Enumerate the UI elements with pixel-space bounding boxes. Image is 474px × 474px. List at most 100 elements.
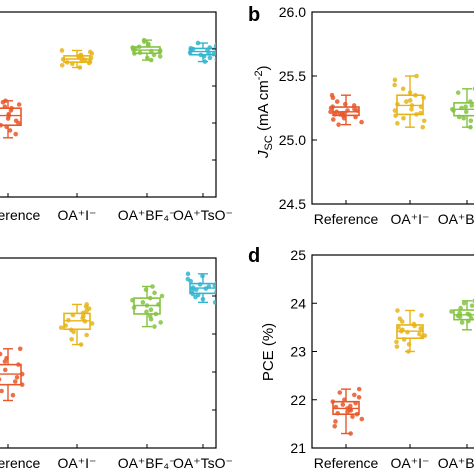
panel-a-series-2-point	[64, 60, 70, 65]
panel-a-series-1-point	[4, 124, 9, 129]
panel-c-series-3-point	[156, 302, 161, 307]
panel-c-x-tick-label: OA⁺TsO⁻	[173, 455, 233, 471]
panel-a-x-tick-label: OA⁺I⁻	[58, 207, 97, 223]
panel-b-series-2-point	[407, 98, 413, 103]
panel-a-series-1-point	[3, 98, 8, 104]
panel-c-series-3-point	[144, 303, 150, 308]
panel-a-series-3-point	[136, 44, 142, 50]
panel-d-series-2-point	[400, 327, 405, 333]
panel-c-series-2-point	[84, 332, 89, 338]
panel-c-series-3-point	[150, 284, 155, 289]
panel-b-y-tick-label: 26.0	[279, 4, 306, 20]
panel-d-series-1-point	[354, 411, 360, 417]
panel-a-x-tick-label: OA⁺TsO⁻	[173, 207, 233, 223]
panel-c-series-3-point	[152, 290, 157, 296]
panel-b-y-tick-label: 25.0	[279, 132, 306, 148]
panel-a-series-4-point	[214, 49, 216, 54]
panel-d-series-2-point	[405, 329, 410, 335]
panel-d-series-2-point	[406, 349, 411, 354]
panel-a-series-3-point	[141, 37, 147, 43]
panel-c-frame	[0, 257, 217, 449]
panel-b-series-1-point	[334, 109, 339, 115]
panel-b-series-1-point	[328, 109, 333, 115]
panel-b-series-2-point	[421, 95, 426, 101]
panel-c-series-4-point	[194, 287, 199, 292]
panel-b-series-1-point	[336, 122, 341, 127]
panel-a-series-1-point	[0, 122, 4, 128]
panel-a-series-4-point	[214, 57, 216, 62]
panel-a-series-4-point	[207, 55, 213, 61]
panel-d-series-2-point	[422, 333, 428, 338]
panel-b-x-tick-label: Reference	[314, 211, 379, 227]
panel-d-x-tick-label: Reference	[314, 455, 379, 471]
panel-b-series-2-point	[409, 106, 414, 112]
panel-a-series-1-point	[2, 104, 8, 110]
panel-b-series-2-point	[418, 104, 424, 110]
panel-b-series-3-point	[463, 109, 469, 115]
panel-d-plot	[330, 298, 474, 436]
panel-d-series-1-point	[352, 392, 357, 398]
panel-d-series-1-point	[332, 423, 338, 429]
panel-c-series-2-point	[89, 321, 95, 326]
panel-d-series-3-point	[461, 300, 467, 306]
panel-b-x-tick-label: OA⁺I⁻	[391, 211, 430, 227]
panel-c-series-3-point	[144, 309, 149, 315]
panel-c-series-1-point	[4, 355, 9, 361]
panel-d-series-1-point	[356, 386, 362, 392]
panel-d-series-1-point	[359, 416, 365, 422]
panel-c-series-2-point	[69, 336, 74, 342]
panel-c-series-3-point	[131, 305, 137, 310]
panel-a-series-2-point	[87, 59, 93, 64]
panel-b-series-2-point	[414, 73, 419, 79]
panel-a-series-1-point	[9, 105, 14, 111]
panel-d-series-3-point	[466, 318, 471, 324]
panel-d-series-3-point	[469, 303, 474, 308]
panel-b-y-axis-label: JSC (mA cm-2)	[253, 65, 275, 159]
plot-layer	[0, 37, 474, 436]
panel-b-series-2-point	[401, 115, 406, 121]
panel-c-series-1-point	[17, 346, 23, 352]
panel-a-frame	[0, 11, 217, 198]
panel-d-y-tick-label: 25	[290, 247, 306, 263]
panel-c-series-2-point	[68, 327, 74, 333]
panel-a-series-4-point	[211, 51, 216, 57]
panel-d-series-2-point	[394, 344, 400, 349]
panel-a-series-3-point	[132, 51, 137, 56]
panel-b-ylabel-sub: SC	[263, 135, 275, 150]
panel-b-series-3-point	[468, 124, 473, 130]
panel-a-series-3-point	[145, 55, 150, 61]
panel-b-y-tick-label: 25.5	[279, 68, 306, 84]
panel-a-series-2-point	[87, 49, 93, 55]
panel-a-series-3-point	[146, 41, 151, 47]
panel-b-series-3-point	[461, 115, 466, 121]
panel-d-series-1-point	[333, 419, 338, 424]
panel-b-ylabel-main: J	[255, 150, 272, 159]
panel-b-frame	[311, 11, 474, 205]
panel-b-y-tick-label: 24.5	[279, 196, 306, 212]
panel-c-series-2-point	[66, 317, 71, 323]
panel-a-series-3-point	[148, 57, 154, 63]
panel-a-x-tick-label: OA⁺BF₄⁻	[118, 207, 177, 223]
panel-d-series-2-point	[397, 316, 403, 321]
panel-c-series-2-point	[80, 310, 86, 316]
panel-b-series-3-point	[456, 114, 462, 120]
panel-b-series-3-point	[468, 99, 473, 104]
panel-b-ylabel-unit-sup: -2	[253, 70, 265, 80]
panel-c-series-4-point	[195, 292, 201, 298]
panel-b-series-1-point	[351, 103, 357, 108]
panel-c-series-3-point	[152, 324, 157, 329]
panel-c-series-3-point	[147, 295, 153, 301]
panel-d-series-2-point	[401, 337, 407, 342]
panel-c-series-1-point	[0, 377, 2, 382]
panel-a-series-4-point	[198, 52, 204, 58]
panel-c-series-4-point	[200, 273, 205, 279]
panel-a-series-2-point	[70, 61, 75, 67]
panel-d-series-2-point	[396, 325, 401, 330]
panel-a-series-4-point	[202, 59, 208, 64]
panel-a-series-2-point	[59, 48, 65, 53]
panel-d-series-1-point	[337, 390, 343, 395]
panel-a-series-3-point	[157, 48, 163, 53]
panel-a-series-4-point	[188, 45, 194, 51]
panel-d-series-3-point	[465, 311, 471, 317]
